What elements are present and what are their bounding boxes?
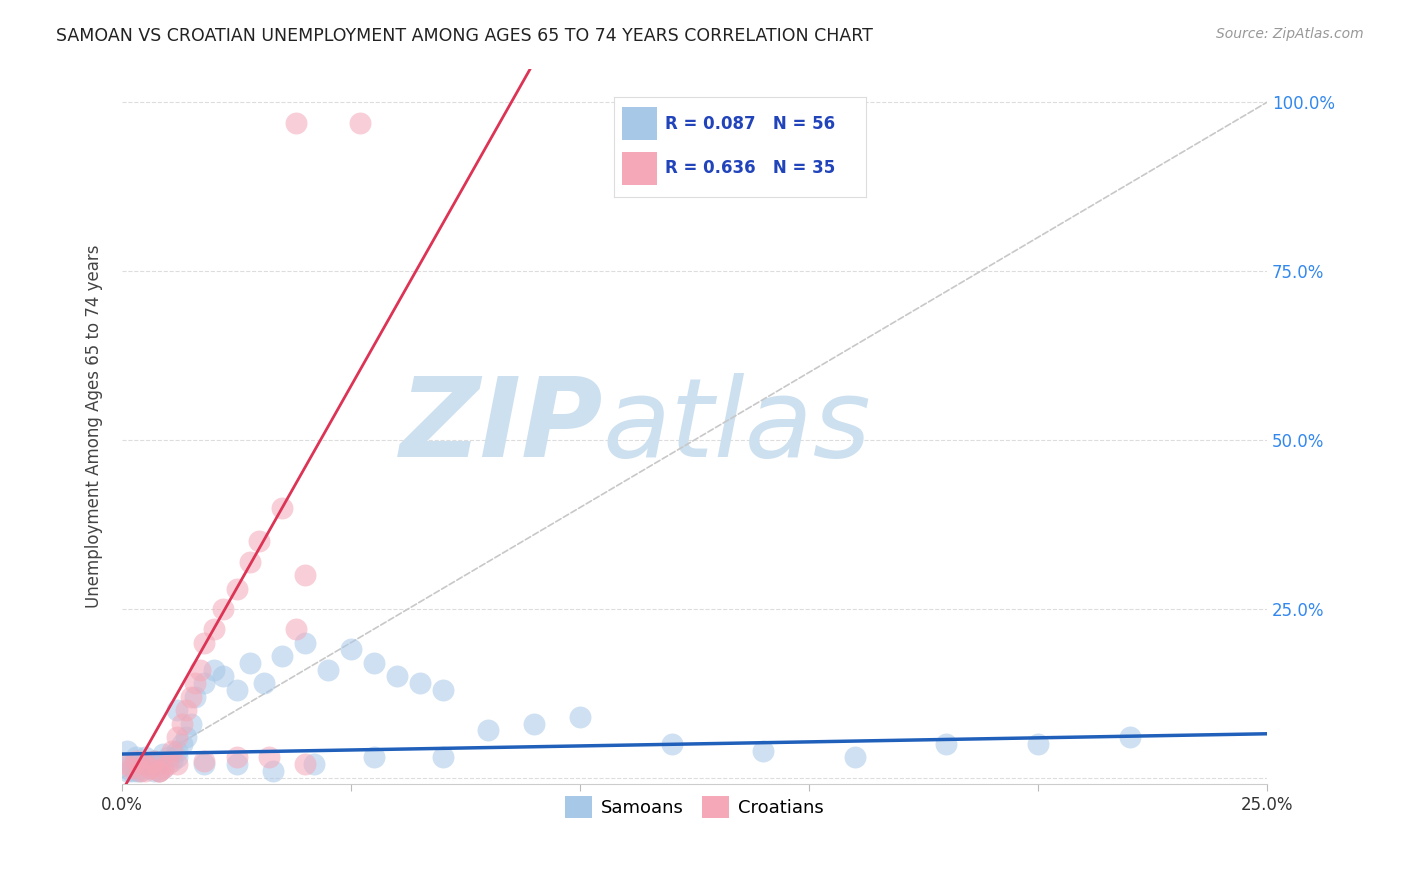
- Point: [143, 764, 166, 778]
- Point: [148, 757, 170, 772]
- Point: [193, 754, 215, 768]
- Point: [170, 716, 193, 731]
- Point: [844, 750, 866, 764]
- Point: [340, 642, 363, 657]
- Point: [294, 757, 316, 772]
- Point: [304, 757, 326, 772]
- Point: [202, 622, 225, 636]
- Point: [249, 534, 271, 549]
- Point: [143, 754, 166, 768]
- Point: [262, 764, 284, 778]
- Point: [180, 716, 202, 731]
- Point: [152, 760, 174, 774]
- Point: [125, 750, 148, 764]
- Point: [432, 682, 454, 697]
- Point: [152, 747, 174, 761]
- Point: [202, 663, 225, 677]
- Point: [193, 635, 215, 649]
- Point: [148, 764, 170, 778]
- Point: [935, 737, 957, 751]
- Point: [115, 757, 138, 772]
- Point: [129, 764, 152, 778]
- Point: [180, 690, 202, 704]
- Point: [349, 115, 371, 129]
- Point: [174, 703, 197, 717]
- Point: [271, 500, 294, 515]
- Point: [363, 656, 385, 670]
- Point: [138, 760, 160, 774]
- Point: [211, 669, 233, 683]
- Point: [125, 754, 148, 768]
- Point: [193, 676, 215, 690]
- Point: [134, 750, 156, 764]
- Point: [211, 602, 233, 616]
- Point: [257, 750, 280, 764]
- Point: [134, 764, 156, 778]
- Point: [166, 730, 188, 744]
- Point: [120, 757, 142, 772]
- Point: [125, 757, 148, 772]
- Point: [138, 760, 160, 774]
- Point: [294, 635, 316, 649]
- Point: [1026, 737, 1049, 751]
- Point: [162, 754, 184, 768]
- Point: [134, 757, 156, 772]
- Text: atlas: atlas: [603, 373, 872, 480]
- Text: ZIP: ZIP: [399, 373, 603, 480]
- Point: [385, 669, 408, 683]
- Point: [129, 764, 152, 778]
- Point: [115, 744, 138, 758]
- Point: [253, 676, 276, 690]
- Point: [239, 656, 262, 670]
- Point: [752, 744, 775, 758]
- Point: [225, 757, 247, 772]
- Point: [148, 764, 170, 778]
- Point: [134, 757, 156, 772]
- Point: [166, 703, 188, 717]
- Point: [166, 750, 188, 764]
- Legend: Samoans, Croatians: Samoans, Croatians: [558, 789, 831, 825]
- Point: [166, 757, 188, 772]
- Point: [120, 760, 142, 774]
- Point: [188, 663, 211, 677]
- Point: [184, 676, 207, 690]
- Point: [170, 737, 193, 751]
- Point: [120, 764, 142, 778]
- Point: [409, 676, 432, 690]
- Text: Source: ZipAtlas.com: Source: ZipAtlas.com: [1216, 27, 1364, 41]
- Point: [152, 760, 174, 774]
- Point: [174, 730, 197, 744]
- Point: [285, 115, 308, 129]
- Point: [363, 750, 385, 764]
- Point: [125, 764, 148, 778]
- Point: [193, 757, 215, 772]
- Point: [225, 582, 247, 596]
- Point: [294, 568, 316, 582]
- Point: [239, 555, 262, 569]
- Point: [148, 764, 170, 778]
- Point: [316, 663, 339, 677]
- Point: [271, 649, 294, 664]
- Point: [156, 757, 179, 772]
- Point: [225, 750, 247, 764]
- Point: [661, 737, 683, 751]
- Text: SAMOAN VS CROATIAN UNEMPLOYMENT AMONG AGES 65 TO 74 YEARS CORRELATION CHART: SAMOAN VS CROATIAN UNEMPLOYMENT AMONG AG…: [56, 27, 873, 45]
- Point: [523, 716, 546, 731]
- Point: [1118, 730, 1140, 744]
- Point: [134, 757, 156, 772]
- Point: [143, 754, 166, 768]
- Point: [115, 764, 138, 778]
- Point: [569, 710, 592, 724]
- Point: [225, 682, 247, 697]
- Point: [184, 690, 207, 704]
- Point: [285, 622, 308, 636]
- Point: [156, 750, 179, 764]
- Point: [166, 744, 188, 758]
- Point: [162, 744, 184, 758]
- Y-axis label: Unemployment Among Ages 65 to 74 years: Unemployment Among Ages 65 to 74 years: [86, 244, 103, 608]
- Point: [432, 750, 454, 764]
- Point: [477, 723, 499, 738]
